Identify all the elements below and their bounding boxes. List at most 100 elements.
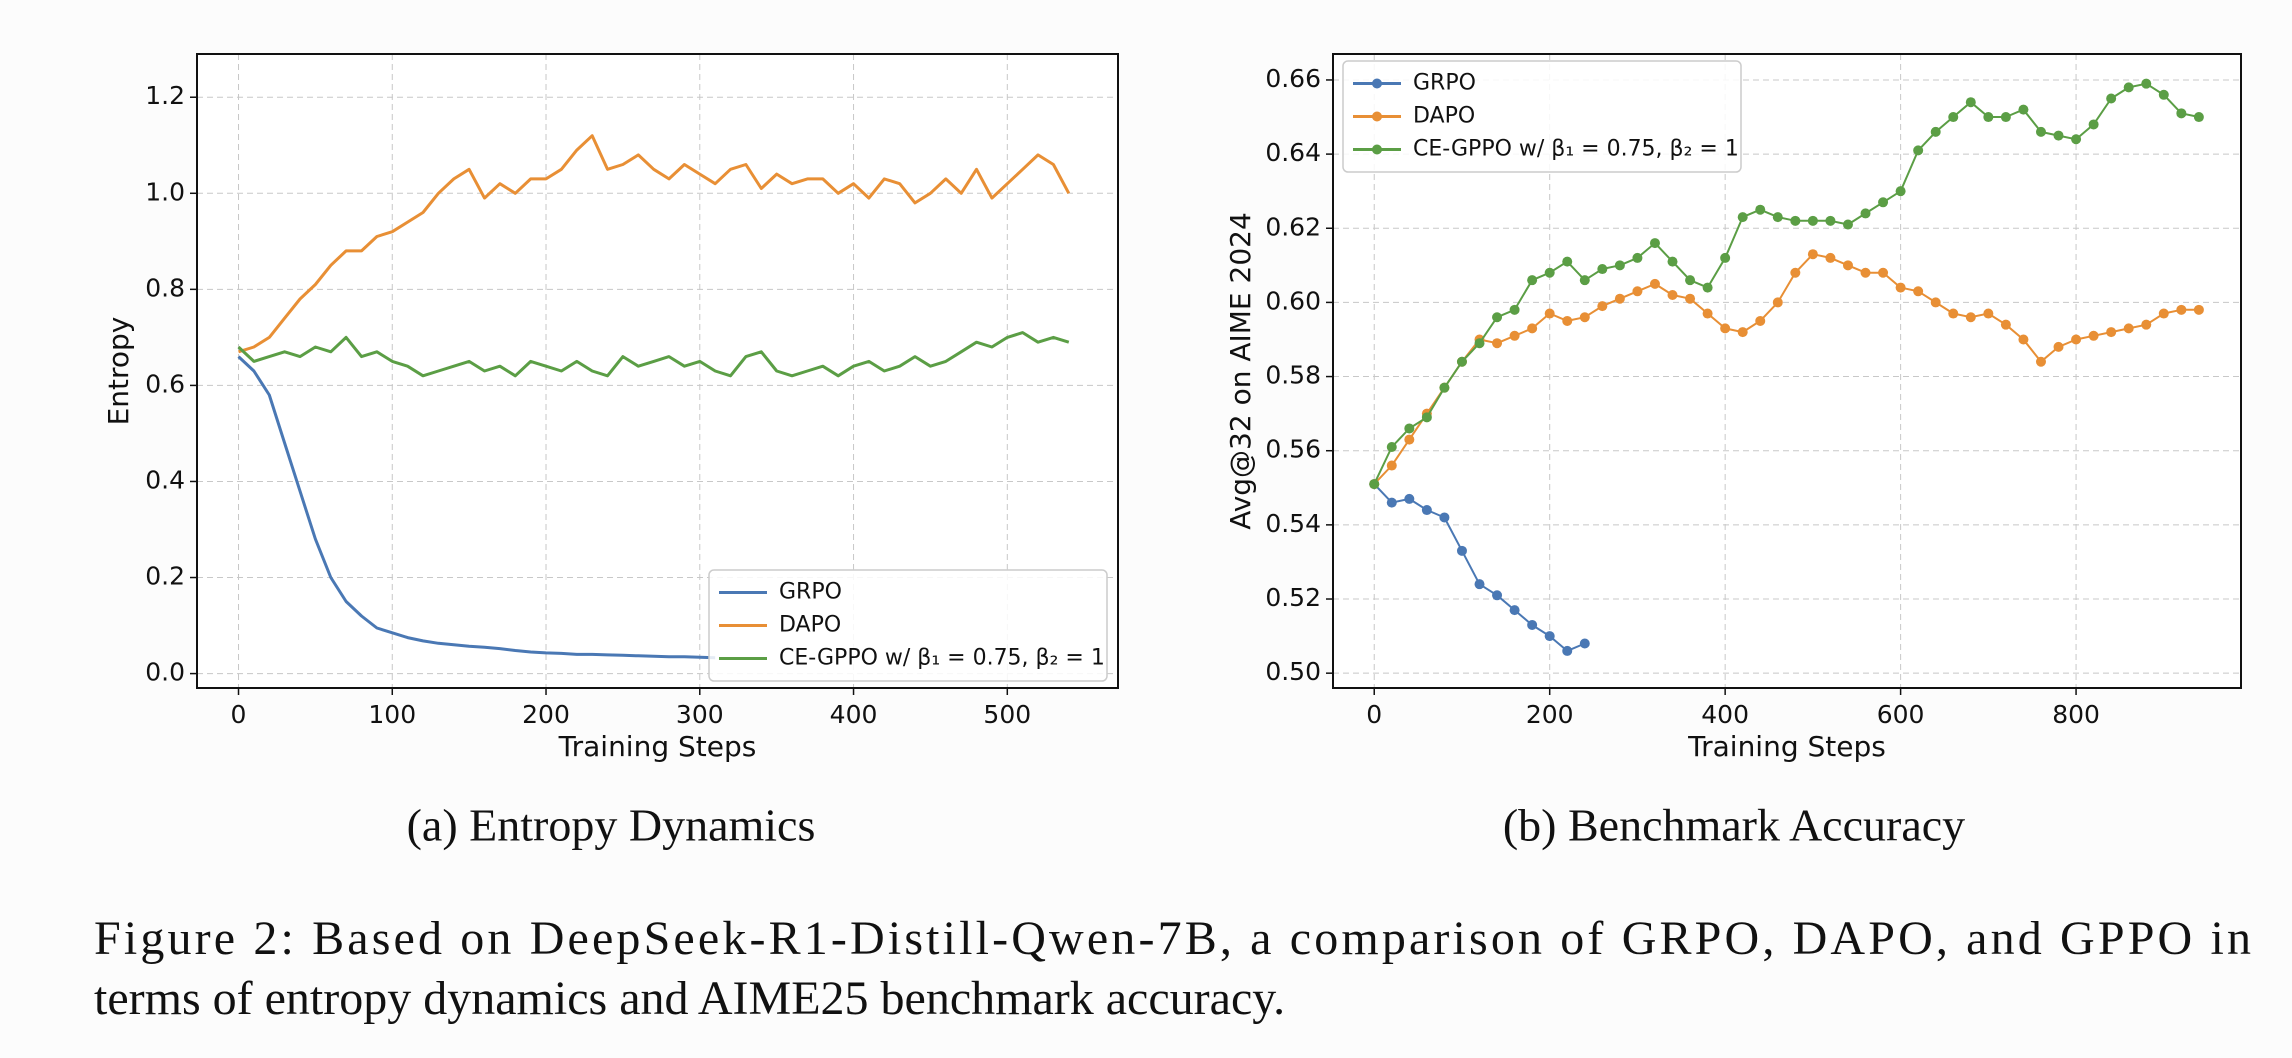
- series-marker: [2106, 93, 2117, 104]
- series-marker: [1544, 308, 1555, 319]
- series-marker: [1737, 327, 1748, 338]
- series-marker: [1509, 330, 1520, 341]
- plot-frame: [1332, 53, 2242, 689]
- series-marker: [1983, 308, 1994, 319]
- x-tick-label: 0: [1366, 700, 1382, 729]
- series-marker: [1720, 323, 1731, 334]
- series-marker: [1825, 252, 1836, 263]
- series-marker: [1614, 293, 1625, 304]
- series-marker: [2141, 319, 2152, 330]
- y-tick-label: 0.52: [1265, 583, 1321, 612]
- series-marker: [2071, 134, 2082, 145]
- series-marker: [1685, 293, 1696, 304]
- series-marker: [1527, 323, 1538, 334]
- series-marker: [1369, 479, 1380, 490]
- series-marker: [1842, 219, 1853, 230]
- series-marker: [1579, 275, 1590, 286]
- series-marker: [1702, 282, 1713, 293]
- series-marker: [1755, 204, 1766, 215]
- series-marker: [1895, 186, 1906, 197]
- series-marker: [1842, 260, 1853, 271]
- series-marker: [1772, 212, 1783, 223]
- series-marker: [2071, 334, 2082, 345]
- series-marker: [1597, 301, 1608, 312]
- y-tick-label: 0.56: [1265, 435, 1321, 464]
- series-marker: [1667, 256, 1678, 267]
- y-tick-label: 0.0: [145, 658, 185, 687]
- x-tick-label: 800: [2052, 700, 2100, 729]
- series-marker: [1649, 238, 1660, 249]
- series-marker: [1404, 434, 1415, 445]
- x-axis-label: Training Steps: [558, 730, 757, 763]
- series-marker: [2053, 130, 2064, 141]
- series-marker: [1913, 286, 1924, 297]
- series-marker: [1492, 590, 1503, 601]
- series-marker: [2000, 319, 2011, 330]
- series-marker: [1562, 645, 1573, 656]
- y-axis-label: Entropy: [102, 317, 135, 426]
- x-tick-label: 300: [676, 700, 724, 729]
- series-marker: [1386, 442, 1397, 453]
- series-marker: [2053, 341, 2064, 352]
- series-marker: [1755, 315, 1766, 326]
- series-marker: [1860, 267, 1871, 278]
- series-marker: [2018, 104, 2029, 115]
- legend-label: DAPO: [779, 613, 841, 638]
- series-marker: [1632, 252, 1643, 263]
- series-marker: [1702, 308, 1713, 319]
- series-marker: [1421, 412, 1432, 423]
- y-tick-label: 1.2: [145, 81, 185, 110]
- subfigure-caption: (b) Benchmark Accuracy: [1503, 800, 1965, 851]
- series-marker: [2035, 356, 2046, 367]
- x-tick-label: 500: [983, 700, 1031, 729]
- legend-box: [1342, 60, 1742, 173]
- series-marker: [1474, 338, 1485, 349]
- series-marker: [1930, 126, 1941, 137]
- series-marker: [1439, 512, 1450, 523]
- y-tick-label: 0.62: [1265, 212, 1321, 241]
- series-marker: [1878, 197, 1889, 208]
- y-tick-label: 0.64: [1265, 138, 1321, 167]
- legend-label: GRPO: [1413, 71, 1476, 96]
- y-tick-label: 0.58: [1265, 361, 1321, 390]
- series-marker: [1421, 505, 1432, 516]
- series-marker: [1456, 545, 1467, 556]
- series-marker: [2193, 304, 2204, 315]
- series-marker: [2158, 89, 2169, 100]
- series-marker: [1983, 112, 1994, 123]
- series-marker: [2176, 304, 2187, 315]
- series-marker: [1474, 579, 1485, 590]
- series-marker: [1772, 297, 1783, 308]
- series-marker: [2123, 323, 2134, 334]
- series-marker: [1878, 267, 1889, 278]
- series-line: [238, 134, 1071, 354]
- y-tick-label: 0.60: [1265, 286, 1321, 315]
- x-tick-label: 600: [1877, 700, 1925, 729]
- series-marker: [1649, 278, 1660, 289]
- series-line: [237, 331, 1070, 378]
- series-marker: [1562, 256, 1573, 267]
- y-tick-label: 0.50: [1265, 657, 1321, 686]
- series-marker: [1579, 312, 1590, 323]
- legend-label: CE-GPPO w/ β₁ = 0.75, β₂ = 1: [779, 646, 1105, 671]
- y-tick-label: 0.66: [1265, 64, 1321, 93]
- figure-caption-line: Figure 2: Based on DeepSeek-R1-Distill-Q…: [94, 912, 2251, 965]
- series-marker: [1737, 212, 1748, 223]
- series-marker: [1439, 382, 1450, 393]
- y-tick-label: 1.0: [145, 177, 185, 206]
- series-marker: [1492, 312, 1503, 323]
- series-marker: [1807, 249, 1818, 260]
- series-marker: [1579, 638, 1590, 649]
- series-marker: [1790, 267, 1801, 278]
- series-marker: [1632, 286, 1643, 297]
- series-marker: [1386, 460, 1397, 471]
- series-marker: [1404, 423, 1415, 434]
- series-marker: [1825, 215, 1836, 226]
- series-marker: [2088, 330, 2099, 341]
- legend-marker: [1372, 111, 1382, 122]
- series-marker: [2123, 82, 2134, 93]
- series-marker: [1386, 497, 1397, 508]
- plot-frame: [196, 53, 1119, 689]
